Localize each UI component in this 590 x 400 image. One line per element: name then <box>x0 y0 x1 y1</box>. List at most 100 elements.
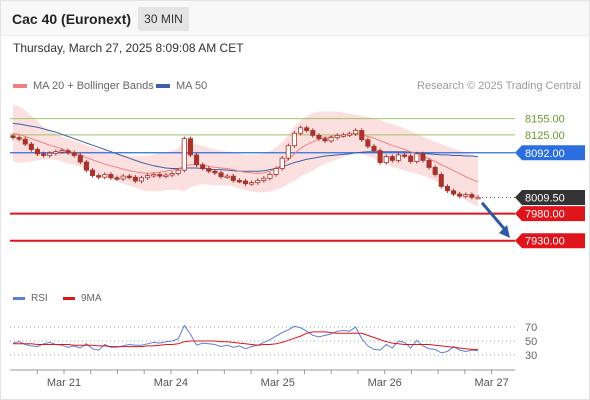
candle <box>328 137 334 142</box>
candle <box>334 134 340 138</box>
legend-ma50-label: MA 50 <box>176 80 208 92</box>
candle <box>34 149 41 155</box>
candle <box>212 170 218 174</box>
candle <box>377 150 383 163</box>
rsi-ma-line <box>13 331 478 350</box>
candle <box>47 152 53 156</box>
legend-ma50: MA 50 <box>156 80 207 92</box>
resistance-label: 8125.00 <box>525 130 565 142</box>
candle <box>298 127 304 134</box>
legend-rsi-ma: 9MA <box>63 293 102 304</box>
legend-rsi: RSI <box>13 293 48 304</box>
pivot-price-tag <box>515 145 585 161</box>
pivot-label: 8092.00 <box>525 148 565 160</box>
candle <box>65 150 71 154</box>
candle <box>340 134 346 137</box>
candle <box>71 152 77 156</box>
forecast-arrow-icon <box>499 225 510 238</box>
candle <box>187 138 193 156</box>
candle <box>181 138 187 171</box>
candle <box>22 138 28 145</box>
candle <box>200 164 206 169</box>
legend-ma20-label: MA 20 + Bollinger Bands <box>33 80 154 92</box>
candle <box>242 180 249 185</box>
candle <box>304 127 310 131</box>
instrument-name: Cac 40 (Euronext) <box>12 11 132 27</box>
candle <box>206 168 212 172</box>
candle <box>457 193 463 197</box>
candle <box>267 174 273 179</box>
candle <box>28 143 34 150</box>
ma20-line <box>12 132 479 183</box>
candle <box>169 172 175 176</box>
ma20-swatch-icon <box>13 84 27 89</box>
candle <box>194 154 200 166</box>
candle <box>316 134 322 140</box>
support-price-tag <box>515 233 585 249</box>
x-tick-label: Mar 25 <box>261 377 295 389</box>
candle <box>41 153 47 156</box>
candle <box>279 157 285 169</box>
candle <box>96 175 102 178</box>
last-label: 8009.50 <box>525 193 565 205</box>
credit-text: Research © 2025 Trading Central <box>416 80 581 92</box>
candle <box>132 176 138 182</box>
ma50-line <box>12 123 479 172</box>
candle <box>114 177 120 180</box>
candle <box>120 175 126 180</box>
candle <box>83 161 89 171</box>
rsi-tick-label: 30 <box>525 350 537 362</box>
candle <box>359 130 365 141</box>
title-bar: Cac 40 (Euronext) 30 MIN <box>1 1 589 36</box>
candle <box>444 186 450 192</box>
candle <box>432 167 438 175</box>
x-tick-label: Mar 24 <box>154 377 188 389</box>
timestamp: Thursday, March 27, 2025 8:09:08 AM CET <box>13 41 244 55</box>
forecast-arrow-shaft <box>480 201 509 233</box>
candle <box>469 194 475 198</box>
timeframe-button[interactable]: 30 MIN <box>138 7 189 31</box>
support-label: 7930.00 <box>525 236 565 248</box>
candle <box>157 174 163 177</box>
rsi-swatch-icon <box>13 296 25 300</box>
candle <box>450 190 457 195</box>
candle <box>285 145 291 159</box>
candle <box>16 137 22 140</box>
candle <box>138 177 145 182</box>
last-price-tag <box>515 190 585 206</box>
candle <box>249 182 255 185</box>
candle <box>273 168 279 175</box>
candle <box>322 138 328 142</box>
candle <box>383 156 389 163</box>
candle <box>218 172 224 178</box>
x-tick-label: Mar 27 <box>474 377 508 389</box>
candle <box>151 174 157 177</box>
candle <box>53 151 59 154</box>
legend-rsi-label: RSI <box>31 293 48 304</box>
candle <box>163 174 169 177</box>
candle <box>224 175 230 179</box>
candle <box>310 130 316 136</box>
candle <box>389 156 395 161</box>
candle <box>59 150 65 153</box>
rsi-tick-label: 50 <box>525 336 537 348</box>
candle <box>426 159 432 168</box>
candle <box>230 175 236 181</box>
candle <box>10 135 16 138</box>
rsi-line <box>12 324 479 354</box>
x-tick-label: Mar 21 <box>47 377 81 389</box>
candle <box>353 130 359 135</box>
candle <box>102 174 108 178</box>
legend-ma20: MA 20 + Bollinger Bands <box>13 80 154 92</box>
candle <box>395 154 402 161</box>
support-label: 7980.00 <box>525 209 565 221</box>
candle <box>291 132 297 147</box>
candle <box>420 153 426 161</box>
rsi-ma-swatch-icon <box>63 296 75 300</box>
candle <box>236 180 242 183</box>
candle <box>77 155 83 163</box>
candle <box>438 174 444 187</box>
candle <box>255 180 261 184</box>
rsi-tick-label: 70 <box>525 322 537 334</box>
